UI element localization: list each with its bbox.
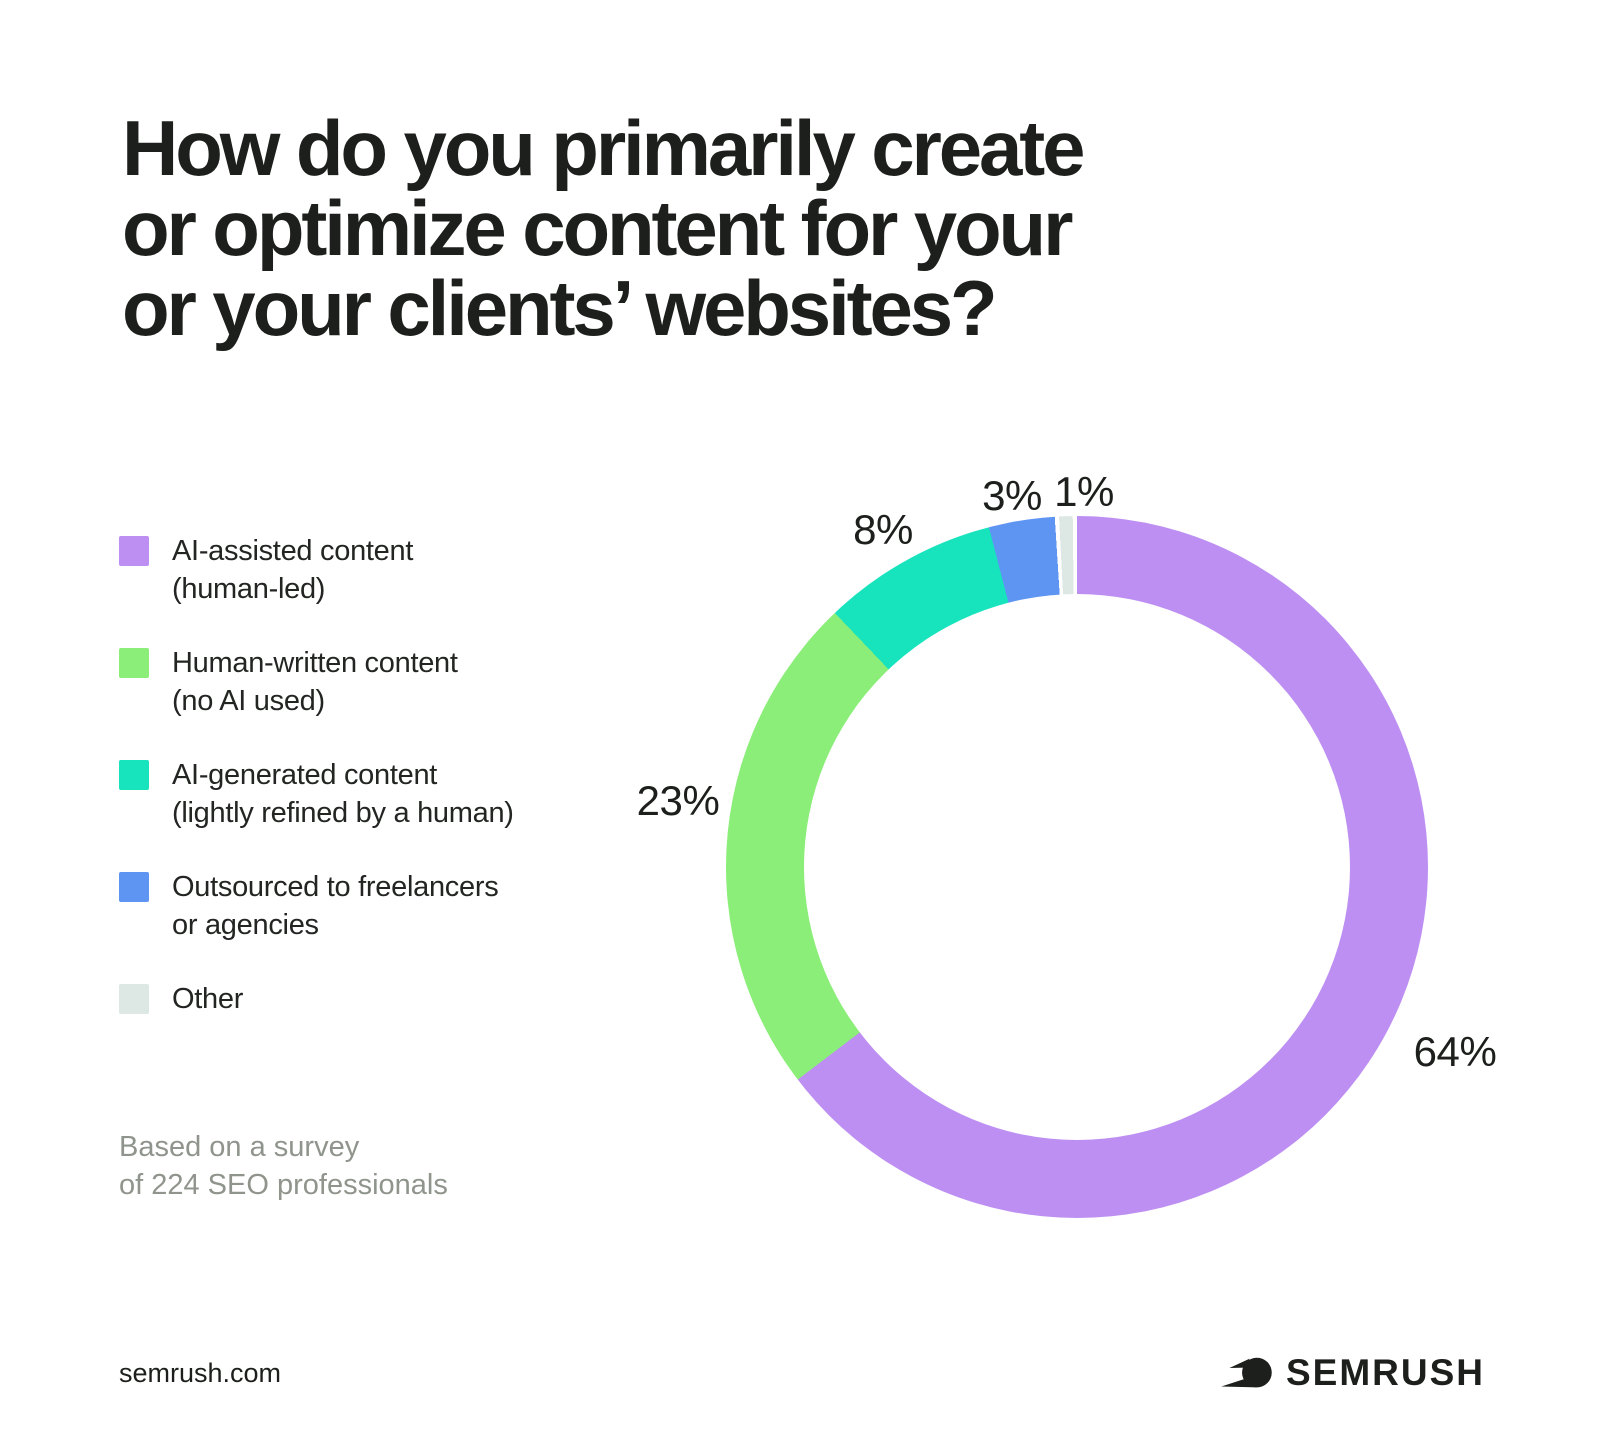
donut-chart <box>726 516 1428 1218</box>
chart-legend: AI-assisted content (human-led) Human-wr… <box>119 532 639 1018</box>
legend-label: Other <box>172 983 244 1015</box>
donut-hole <box>804 594 1350 1140</box>
semrush-wordmark: SEMRUSH <box>1285 1352 1485 1393</box>
legend-label: AI-generated content (lightly refined by… <box>172 759 514 829</box>
legend-swatch-teal <box>119 760 149 790</box>
legend-item-human-written: Human-written content (no AI used) <box>119 644 639 720</box>
site-url: semrush.com <box>119 1357 282 1388</box>
legend-label: Outsourced to freelancers or agencies <box>172 871 499 941</box>
footer: semrush.com SEMRUSH <box>119 1352 1485 1394</box>
slice-label-human-written: 23% <box>636 777 720 824</box>
survey-source-note: Based on a survey of 224 SEO professiona… <box>119 1131 448 1201</box>
slice-label-outsourced: 3% <box>982 472 1042 519</box>
slice-label-ai-generated: 8% <box>853 506 913 553</box>
legend-swatch-green <box>119 648 149 678</box>
legend-item-other: Other <box>119 980 639 1018</box>
legend-swatch-purple <box>119 536 149 566</box>
legend-swatch-gray <box>119 984 149 1014</box>
legend-item-outsourced: Outsourced to freelancers or agencies <box>119 868 639 944</box>
chart-question-title: How do you primarily create or optimize … <box>122 104 1086 352</box>
legend-item-ai-assisted: AI-assisted content (human-led) <box>119 532 639 608</box>
slice-label-other: 1% <box>1054 468 1114 515</box>
semrush-logo: SEMRUSH <box>1220 1352 1485 1394</box>
legend-swatch-blue <box>119 872 149 902</box>
slice-label-ai-assisted: 64% <box>1413 1028 1497 1075</box>
legend-label: Human-written content (no AI used) <box>172 647 458 717</box>
legend-label: AI-assisted content (human-led) <box>172 535 414 605</box>
legend-item-ai-generated: AI-generated content (lightly refined by… <box>119 756 639 832</box>
semrush-comet-icon <box>1221 1357 1272 1388</box>
